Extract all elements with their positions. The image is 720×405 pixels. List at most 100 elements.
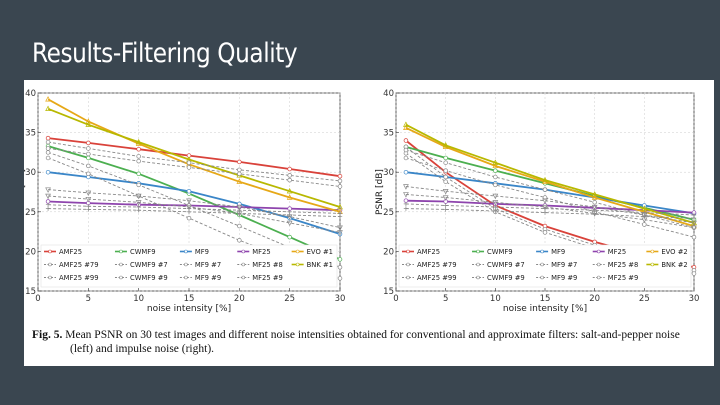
legend-marker bbox=[295, 249, 300, 254]
figure-charts: 0 5 10 15 20 25 30 15 20 25 30 35 40 noise intensity … bbox=[24, 89, 699, 314]
legend-marker bbox=[406, 275, 410, 280]
data-point bbox=[136, 182, 141, 188]
data-point bbox=[236, 178, 243, 184]
data-point bbox=[403, 192, 409, 198]
legend-label: MF25 #8 bbox=[252, 261, 283, 269]
data-point bbox=[186, 215, 192, 221]
x-tick-label: 20 bbox=[589, 294, 600, 304]
caption-fig-label: Fig. 5. bbox=[32, 329, 63, 341]
legend-marker bbox=[119, 262, 123, 267]
data-point bbox=[45, 105, 51, 111]
data-point bbox=[136, 171, 141, 177]
data-point bbox=[337, 173, 343, 179]
data-point bbox=[86, 171, 91, 177]
data-point bbox=[287, 177, 292, 183]
caption-line-2: (left) and impulse noise (right). bbox=[70, 343, 215, 355]
x-axis-label: noise intensity [%] bbox=[503, 304, 587, 314]
data-point bbox=[403, 124, 409, 130]
x-tick-label: 0 bbox=[35, 294, 40, 304]
data-point bbox=[86, 151, 91, 157]
data-point bbox=[403, 206, 409, 211]
legend-marker bbox=[241, 249, 246, 254]
data-point bbox=[403, 121, 409, 127]
legend-marker bbox=[241, 262, 246, 267]
data-point bbox=[86, 140, 91, 146]
legend-marker bbox=[119, 275, 123, 280]
data-point bbox=[86, 163, 91, 169]
data-point bbox=[186, 165, 192, 170]
data-point bbox=[85, 118, 92, 124]
data-point bbox=[403, 169, 409, 175]
data-point bbox=[45, 96, 51, 102]
data-point bbox=[542, 230, 548, 235]
legend-label: AMF25 #99 bbox=[417, 274, 457, 282]
legend-label: CWMF9 #9 bbox=[487, 274, 525, 282]
legend-marker bbox=[406, 249, 410, 254]
data-point bbox=[186, 204, 192, 211]
data-point bbox=[45, 135, 51, 141]
data-point bbox=[493, 204, 498, 210]
data-point bbox=[45, 193, 51, 200]
legend-marker bbox=[119, 249, 123, 254]
legend-label: CWMF9 #9 bbox=[130, 274, 168, 282]
legend-marker bbox=[476, 275, 480, 280]
data-point bbox=[642, 222, 647, 227]
data-point bbox=[45, 146, 51, 151]
data-point bbox=[86, 146, 91, 151]
data-point bbox=[592, 208, 597, 213]
data-point bbox=[45, 202, 51, 207]
data-point bbox=[443, 174, 448, 180]
data-point bbox=[642, 210, 647, 215]
x-tick-label: 25 bbox=[639, 294, 650, 304]
data-point bbox=[542, 195, 548, 200]
data-point bbox=[337, 214, 343, 219]
data-point bbox=[443, 155, 448, 161]
legend-label: AMF25 #79 bbox=[59, 261, 99, 269]
data-point bbox=[186, 209, 192, 214]
data-point bbox=[542, 204, 548, 211]
data-point bbox=[337, 203, 343, 210]
y-axis-label: PSNR [dB] bbox=[24, 169, 27, 215]
legend-label: AMF25 bbox=[59, 248, 82, 256]
data-point bbox=[691, 225, 697, 231]
data-point bbox=[45, 155, 51, 161]
data-point bbox=[237, 159, 242, 165]
data-point bbox=[492, 162, 499, 169]
legend-marker bbox=[48, 262, 52, 267]
y-tick-label: 40 bbox=[383, 89, 394, 99]
x-tick-label: 5 bbox=[86, 294, 91, 304]
data-point bbox=[287, 212, 292, 218]
data-point bbox=[493, 174, 498, 180]
legend-label: MF25 #8 bbox=[608, 261, 639, 269]
data-point bbox=[592, 211, 597, 217]
data-point bbox=[493, 168, 498, 173]
data-point bbox=[186, 160, 192, 165]
figure-panel: 0 5 10 15 20 25 30 15 20 25 30 35 40 noise intensity … bbox=[24, 80, 714, 366]
legend-label: MF25 bbox=[608, 248, 626, 256]
data-point bbox=[542, 210, 548, 215]
legend-label: MF25 #9 bbox=[252, 274, 283, 282]
legend-label: MF25 #9 bbox=[608, 274, 639, 282]
x-axis-label: noise intensity [%] bbox=[147, 304, 231, 314]
y-tick-label: 35 bbox=[25, 129, 36, 139]
data-point bbox=[542, 198, 548, 204]
y-tick-label: 25 bbox=[383, 208, 394, 218]
legend-label: MF9 bbox=[551, 248, 565, 256]
data-point bbox=[337, 178, 343, 184]
x-tick-label: 15 bbox=[540, 294, 551, 304]
data-point bbox=[236, 204, 243, 211]
caption-line-1: Mean PSNR on 30 test images and differen… bbox=[65, 329, 680, 341]
legend-label: CWMF9 #7 bbox=[130, 261, 168, 269]
data-point bbox=[136, 158, 141, 164]
legend-marker bbox=[48, 275, 52, 280]
data-point bbox=[136, 146, 141, 152]
data-point bbox=[237, 211, 242, 216]
data-point bbox=[337, 230, 343, 236]
data-point bbox=[591, 194, 598, 200]
legend-label: CWMF9 #7 bbox=[487, 261, 525, 269]
data-point bbox=[45, 139, 51, 145]
data-point bbox=[542, 187, 548, 192]
x-tick-label: 15 bbox=[184, 294, 195, 304]
legend-label: CWMF9 bbox=[130, 248, 156, 256]
legend-marker bbox=[596, 249, 601, 254]
